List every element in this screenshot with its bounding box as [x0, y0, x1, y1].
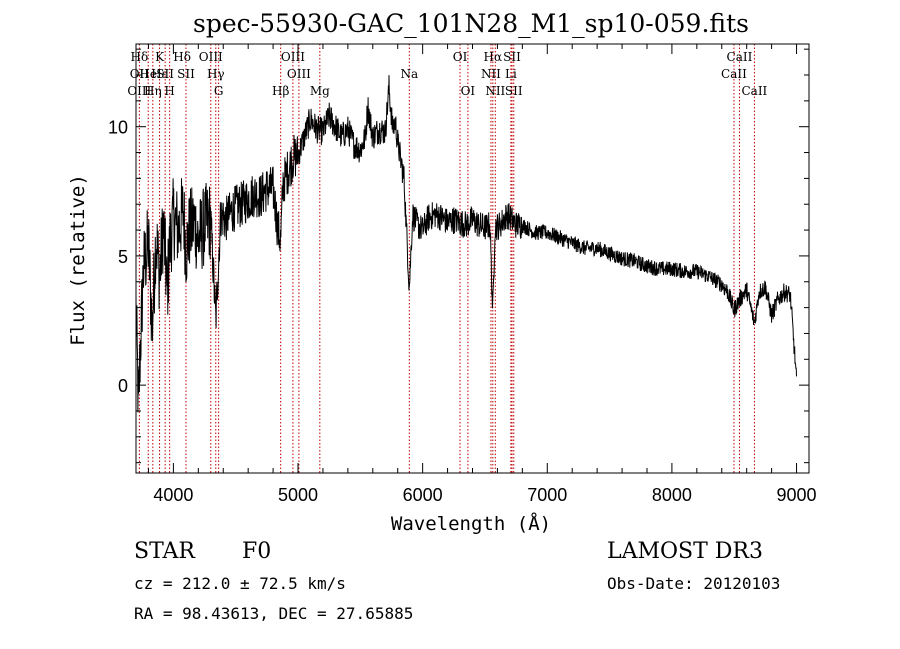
line-marker-label: G	[214, 84, 224, 98]
y-tick-label: 5	[118, 247, 128, 267]
coordinates: RA = 98.43613, DEC = 27.65885	[134, 604, 414, 623]
line-marker-label: Hα	[484, 50, 503, 64]
line-marker-label: OIII	[127, 84, 151, 98]
x-axis-label: Wavelength (Å)	[391, 512, 551, 535]
line-marker-label: He	[139, 67, 157, 81]
line-marker-label: Hη	[144, 84, 162, 98]
line-marker-label: K	[155, 50, 165, 64]
plot-frame	[135, 43, 810, 474]
line-marker-label: OI	[461, 84, 476, 98]
line-marker-label: NII	[481, 67, 501, 81]
line-marker-label: CaII	[741, 84, 767, 98]
subclass: F0	[242, 539, 272, 564]
line-marker-label: H	[164, 84, 174, 98]
y-tick-label: 10	[108, 118, 128, 138]
x-tick-label: 4000	[153, 485, 193, 505]
line-marker-label: OIII	[287, 67, 311, 81]
object-class: STAR	[134, 539, 195, 564]
x-tick-label: 8000	[652, 485, 692, 505]
line-marker-label: Hβ	[272, 84, 289, 98]
redshift-velocity: cz = 212.0 ± 72.5 km/s	[134, 574, 346, 593]
line-marker-label: Hγ	[207, 67, 225, 81]
line-marker-label: OIII	[281, 50, 305, 64]
line-marker-label: OI	[453, 50, 468, 64]
x-tick-label: 7000	[527, 485, 567, 505]
spectrum-line	[135, 75, 797, 413]
line-marker-label: SII	[505, 84, 523, 98]
line-marker-label: Mg	[310, 84, 330, 98]
line-marker-label: Hε	[151, 67, 168, 81]
line-marker-label: Hδ	[173, 50, 191, 64]
line-marker-label: OIII	[199, 50, 223, 64]
y-tick-label: 0	[118, 376, 128, 396]
line-marker-label: CaII	[727, 50, 753, 64]
x-tick-label: 6000	[403, 485, 443, 505]
obs-date: Obs-Date: 20120103	[607, 574, 781, 593]
line-marker-label: OII	[130, 67, 150, 81]
line-marker-label: NII	[485, 84, 505, 98]
line-marker-label: Na	[400, 67, 418, 81]
survey-name: LAMOST DR3	[607, 539, 763, 564]
chart-title: spec-55930-GAC_101N28_M1_sp10-059.fits	[193, 9, 749, 38]
x-tick-label: 9000	[777, 485, 817, 505]
line-marker-label: CaII	[721, 67, 747, 81]
axes: 4000 5000 6000 7000 8000 9000 0 5 10	[108, 44, 817, 505]
y-axis-label: Flux (relative)	[67, 174, 89, 346]
x-tick-label: 5000	[278, 485, 318, 505]
line-marker-label: SII	[156, 67, 174, 81]
line-marker-label: Li	[505, 67, 517, 81]
line-marker-label: SII	[177, 67, 195, 81]
line-marker-label: SII	[503, 50, 521, 64]
line-marker-label: Hδ	[131, 50, 149, 64]
